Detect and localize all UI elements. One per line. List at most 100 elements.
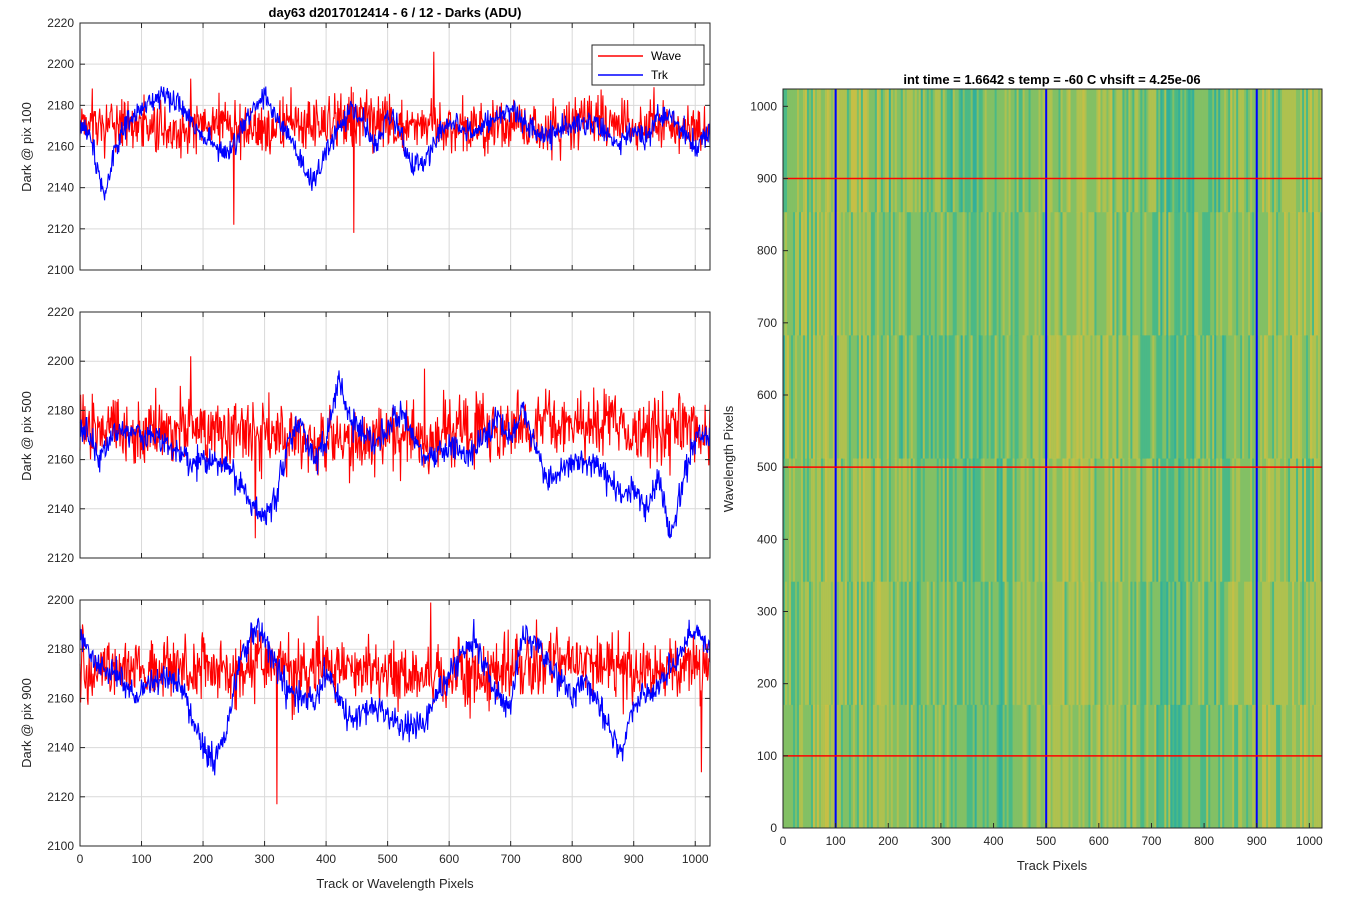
- heatmap-cell: [800, 581, 804, 706]
- heatmap-cell: [1218, 581, 1221, 706]
- heatmap-cell: [1198, 89, 1201, 213]
- heatmap-cell: [862, 704, 866, 829]
- heatmap-cell: [914, 335, 918, 459]
- heatmap-cell: [872, 212, 876, 336]
- heatmap-cell: [860, 335, 864, 459]
- legend[interactable]: Wave Trk: [591, 44, 705, 86]
- heatmap-cell: [1052, 89, 1055, 213]
- heatmap-cell: [1272, 335, 1275, 459]
- heatmap-cell: [894, 581, 898, 706]
- heatmap-cell: [1056, 581, 1059, 706]
- heatmap-cell: [826, 212, 830, 336]
- heatmap-cell: [785, 89, 788, 213]
- heatmap-cell: [1252, 458, 1255, 583]
- heatmap-cell: [1126, 212, 1129, 336]
- heatmap-cell: [1114, 581, 1117, 706]
- heatmap-cell: [1140, 704, 1143, 829]
- heatmap-cell: [994, 212, 997, 336]
- heatmap-cell: [904, 89, 908, 213]
- heatmap-cell: [1248, 704, 1251, 829]
- heatmap-cell: [794, 458, 798, 583]
- heatmap-cell: [812, 581, 816, 706]
- heatmap-cell: [1318, 458, 1321, 583]
- heatmap-cell: [794, 212, 798, 336]
- heatmap-cell: [1076, 704, 1079, 829]
- heatmap-cell: [1032, 212, 1035, 336]
- heatmap-cell: [1064, 704, 1067, 829]
- y-tick-label: 2180: [47, 642, 74, 656]
- heatmap-cell: [864, 335, 868, 459]
- heatmap-cell: [1126, 704, 1129, 829]
- heatmap-cell: [940, 704, 944, 829]
- heatmap-cell: [1250, 212, 1253, 336]
- heatmap-cell: [888, 212, 892, 336]
- heatmap-cell: [1298, 704, 1301, 829]
- heatmap-cell: [792, 212, 796, 336]
- heatmap-cell: [1252, 89, 1255, 213]
- heatmap-cell: [786, 335, 790, 459]
- heatmap-cell: [960, 335, 963, 459]
- heatmap-cell: [1174, 335, 1177, 459]
- heatmap-cell: [962, 581, 965, 706]
- heatmap-cell: [1092, 458, 1095, 583]
- heatmap-cell: [812, 335, 816, 459]
- heatmap-cell: [978, 212, 981, 336]
- heatmap-cell: [842, 704, 846, 829]
- heatmap-cell: [988, 458, 991, 583]
- heatmap-cell: [974, 335, 977, 459]
- heatmap-cell: [946, 89, 949, 213]
- heatmap-cell: [1200, 335, 1203, 459]
- heatmap-cell: [1160, 89, 1163, 213]
- heatmap-cell: [954, 89, 957, 213]
- heatmap-cell: [1304, 335, 1307, 459]
- heatmap-cell: [1232, 89, 1235, 213]
- x-tick-label: 700: [1141, 834, 1161, 848]
- heatmap-cell: [838, 581, 842, 706]
- heatmap-cell: [1006, 581, 1009, 706]
- heatmap-cell: [940, 581, 944, 706]
- heatmap-cell: [910, 704, 914, 829]
- heatmap-cell: [798, 458, 802, 583]
- heatmap-cell: [1236, 212, 1239, 336]
- heatmap-cell: [906, 335, 910, 459]
- heatmap-cell: [984, 89, 987, 213]
- heatmap-cell: [1224, 212, 1227, 336]
- heatmap-cell: [788, 89, 792, 213]
- heatmap-cell: [1300, 704, 1303, 829]
- heatmap-cell: [1282, 704, 1285, 829]
- heatmap-cell: [1092, 581, 1095, 706]
- heatmap-cell: [826, 335, 830, 459]
- heatmap-cell: [1258, 458, 1261, 583]
- heatmap-cell: [1066, 89, 1069, 213]
- heatmap-cell: [996, 581, 999, 706]
- heatmap-cell: [1074, 89, 1077, 213]
- heatmap-cell: [874, 335, 878, 459]
- heatmap-cell: [1054, 89, 1057, 213]
- heatmap-cell: [1040, 212, 1043, 336]
- heatmap-cell: [820, 704, 824, 829]
- heatmap-cell: [972, 335, 975, 459]
- heatmap-cell: [1320, 581, 1323, 706]
- heatmap-cell: [864, 89, 868, 213]
- heatmap-cell: [1318, 212, 1321, 336]
- heatmap-cell: [1290, 335, 1293, 459]
- heatmap-cell: [1190, 212, 1193, 336]
- heatmap-cell: [886, 704, 890, 829]
- heatmap-cell: [1128, 581, 1131, 706]
- heatmap-cell: [1064, 89, 1067, 213]
- heatmap-cell: [864, 581, 868, 706]
- heatmap-cell: [916, 581, 920, 706]
- heatmap-cell: [1106, 335, 1109, 459]
- heatmap-cell: [1054, 704, 1057, 829]
- heatmap-cell: [1136, 212, 1139, 336]
- heatmap-cell: [1294, 212, 1297, 336]
- heatmap-cell: [1174, 581, 1177, 706]
- heatmap-cell: [962, 458, 965, 583]
- heatmap-cell: [1278, 89, 1281, 213]
- heatmap-cell: [994, 581, 997, 706]
- heatmap-cell: [850, 704, 854, 829]
- heatmap-cell: [900, 581, 904, 706]
- heatmap-cell: [960, 581, 963, 706]
- heatmap-cell: [830, 335, 834, 459]
- heatmap-cell: [810, 704, 814, 829]
